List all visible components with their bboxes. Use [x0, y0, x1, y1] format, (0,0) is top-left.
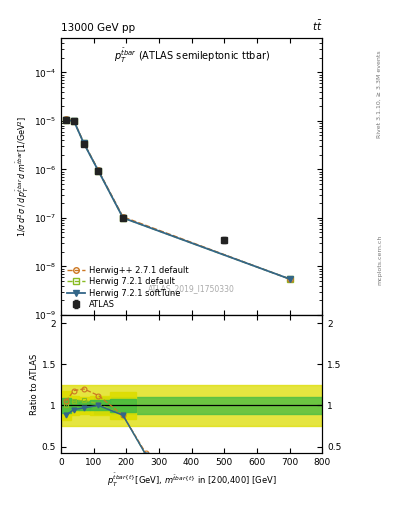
Herwig 7.2.1 default — [96, 168, 101, 174]
Bar — [61, 398, 71, 413]
Herwig 7.2.1 default — [287, 276, 292, 282]
Y-axis label: Ratio to ATLAS: Ratio to ATLAS — [30, 353, 39, 415]
Herwig 7.2.1 softTune — [81, 140, 86, 146]
Line: Herwig 7.2.1 softTune: Herwig 7.2.1 softTune — [63, 117, 292, 282]
Bar — [110, 392, 136, 419]
Herwig 7.2.1 softTune — [63, 117, 68, 123]
Bar — [110, 399, 136, 412]
Herwig 7.2.1 default — [63, 117, 68, 123]
Line: Herwig 7.2.1 default: Herwig 7.2.1 default — [63, 117, 292, 282]
Herwig++ 2.7.1 default — [63, 116, 68, 122]
Herwig 7.2.1 softTune — [121, 215, 125, 221]
Bar — [71, 395, 79, 415]
Text: 13000 GeV pp: 13000 GeV pp — [61, 23, 135, 33]
Herwig 7.2.1 default — [72, 118, 76, 124]
Line: Herwig++ 2.7.1 default: Herwig++ 2.7.1 default — [63, 116, 292, 282]
Herwig++ 2.7.1 default — [72, 118, 76, 124]
Herwig 7.2.1 softTune — [287, 276, 292, 282]
Text: $p_T^{\bar{t}bar}$ (ATLAS semileptonic ttbar): $p_T^{\bar{t}bar}$ (ATLAS semileptonic t… — [114, 47, 270, 65]
Herwig 7.2.1 default — [81, 140, 86, 146]
Bar — [90, 400, 110, 410]
Bar — [61, 391, 71, 420]
Text: ATLAS_2019_I1750330: ATLAS_2019_I1750330 — [148, 284, 235, 293]
Bar — [61, 385, 322, 426]
Bar — [71, 400, 79, 410]
Herwig 7.2.1 default — [121, 215, 125, 221]
Text: $t\bar{t}$: $t\bar{t}$ — [312, 19, 322, 33]
Herwig 7.2.1 softTune — [72, 118, 76, 124]
X-axis label: $p_T^{\bar{t}bar\{t\}}$[GeV], $m^{\bar{t}bar\{t\}}$ in [200,400] [GeV]: $p_T^{\bar{t}bar\{t\}}$[GeV], $m^{\bar{t… — [107, 471, 276, 488]
Herwig++ 2.7.1 default — [81, 140, 86, 146]
Herwig++ 2.7.1 default — [121, 214, 125, 220]
Bar — [90, 395, 110, 415]
Herwig++ 2.7.1 default — [287, 276, 292, 282]
Herwig++ 2.7.1 default — [96, 167, 101, 174]
Herwig 7.2.1 softTune — [96, 168, 101, 174]
Legend: Herwig++ 2.7.1 default, Herwig 7.2.1 default, Herwig 7.2.1 softTune, ATLAS: Herwig++ 2.7.1 default, Herwig 7.2.1 def… — [65, 264, 191, 311]
Text: Rivet 3.1.10, ≥ 3.3M events: Rivet 3.1.10, ≥ 3.3M events — [377, 50, 382, 138]
Bar — [94, 397, 322, 414]
Bar — [79, 401, 90, 410]
Y-axis label: $1/\sigma\,d^2\sigma\,/\,d\,p_T^{\bar{t}bar}\,d\,m^{\bar{t}bar}$[1/GeV$^2$]: $1/\sigma\,d^2\sigma\,/\,d\,p_T^{\bar{t}… — [15, 116, 31, 237]
Bar — [79, 397, 90, 414]
Text: mcplots.cern.ch: mcplots.cern.ch — [377, 234, 382, 285]
